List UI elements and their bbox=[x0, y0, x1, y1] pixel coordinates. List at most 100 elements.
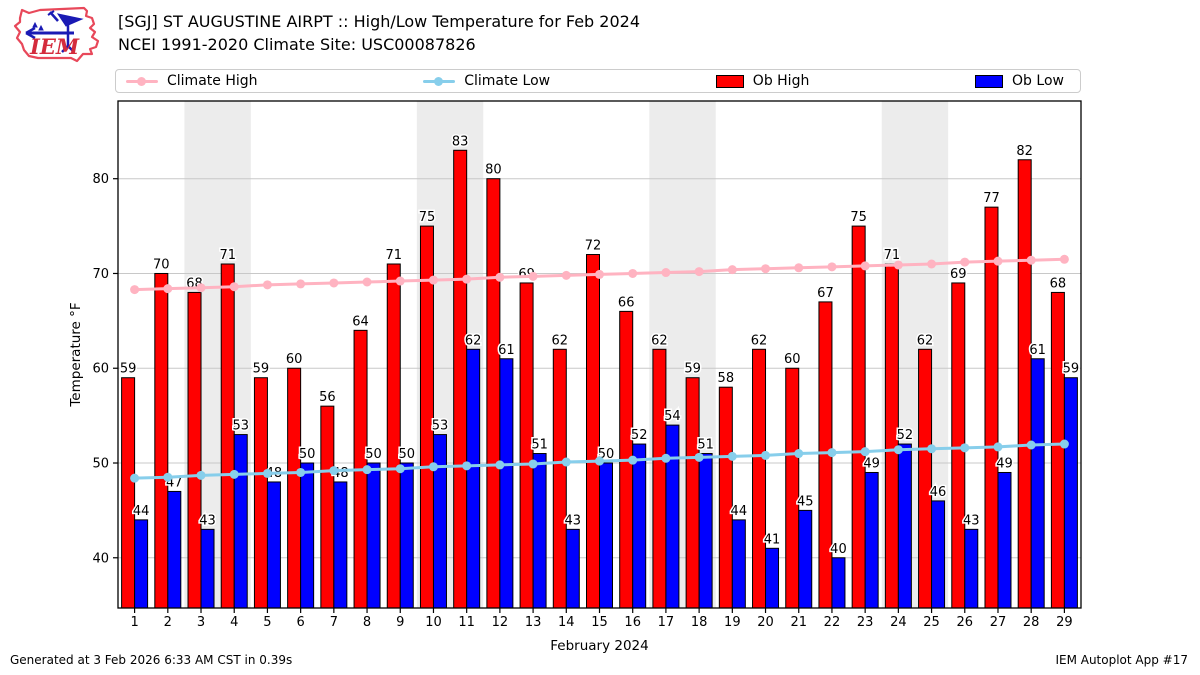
svg-text:51: 51 bbox=[697, 438, 714, 453]
climate-marker bbox=[130, 285, 140, 295]
svg-text:75: 75 bbox=[850, 210, 867, 225]
ob-low-bar bbox=[964, 528, 979, 609]
svg-text:2: 2 bbox=[164, 615, 172, 630]
climate-marker bbox=[927, 259, 937, 269]
climate-marker bbox=[362, 465, 372, 475]
svg-text:27: 27 bbox=[990, 615, 1007, 630]
svg-text:40: 40 bbox=[830, 542, 847, 557]
svg-text:12: 12 bbox=[492, 615, 509, 630]
svg-text:5: 5 bbox=[263, 615, 271, 630]
climate-marker bbox=[163, 472, 173, 482]
iem-logo-text: IEM bbox=[29, 34, 80, 59]
climate-marker bbox=[727, 265, 737, 275]
svg-text:53: 53 bbox=[432, 419, 449, 434]
svg-text:64: 64 bbox=[352, 314, 369, 329]
ob-high-bar bbox=[486, 178, 501, 609]
climate-marker bbox=[694, 267, 704, 277]
climate-marker bbox=[428, 462, 438, 472]
ob-high-bar bbox=[851, 225, 866, 609]
svg-text:3: 3 bbox=[197, 615, 205, 630]
ob-high-bar bbox=[785, 367, 800, 609]
ob-low-bar bbox=[532, 453, 547, 609]
ob-high-bar bbox=[652, 348, 667, 609]
ob-high-bar bbox=[718, 386, 733, 609]
climate-marker bbox=[1059, 439, 1069, 449]
svg-text:62: 62 bbox=[751, 333, 768, 348]
svg-text:43: 43 bbox=[963, 513, 980, 528]
svg-text:68: 68 bbox=[1050, 276, 1067, 291]
legend-label: Climate High bbox=[167, 73, 258, 89]
svg-text:49: 49 bbox=[996, 456, 1013, 471]
svg-text:26: 26 bbox=[957, 615, 974, 630]
ob-high-bar-swatch bbox=[715, 74, 744, 88]
climate-marker bbox=[395, 464, 405, 474]
svg-text:4: 4 bbox=[230, 615, 238, 630]
ob-low-bar bbox=[266, 481, 281, 609]
svg-text:61: 61 bbox=[498, 343, 515, 358]
climate-marker bbox=[229, 282, 239, 292]
ob-low-bar bbox=[333, 481, 348, 609]
svg-text:60: 60 bbox=[286, 352, 303, 367]
ob-high-bar bbox=[918, 348, 933, 609]
legend-item-ob-high: Ob High bbox=[715, 73, 809, 89]
chart-title: [SGJ] ST AUGUSTINE AIRPT :: High/Low Tem… bbox=[118, 12, 641, 31]
ob-low-bar bbox=[831, 557, 846, 609]
climate-marker bbox=[1026, 440, 1036, 450]
climate-marker bbox=[960, 257, 970, 267]
svg-text:80: 80 bbox=[485, 163, 502, 178]
ob-low-bar bbox=[233, 434, 248, 609]
climate-marker bbox=[395, 276, 405, 286]
svg-text:6: 6 bbox=[296, 615, 304, 630]
climate-marker bbox=[993, 442, 1003, 452]
chart-subtitle: NCEI 1991-2020 Climate Site: USC00087826 bbox=[118, 35, 476, 54]
legend-label: Climate Low bbox=[464, 73, 551, 89]
svg-text:11: 11 bbox=[458, 615, 475, 630]
svg-text:40: 40 bbox=[92, 551, 109, 566]
climate-high-line-swatch bbox=[126, 76, 158, 86]
climate-high-line bbox=[130, 254, 1069, 295]
legend-item-climate-high: Climate High bbox=[126, 73, 258, 89]
svg-text:41: 41 bbox=[764, 532, 781, 547]
svg-text:59: 59 bbox=[253, 362, 270, 377]
generated-at-text: Generated at 3 Feb 2026 6:33 AM CST in 0… bbox=[10, 653, 293, 667]
svg-text:59: 59 bbox=[684, 362, 701, 377]
ob-low-bar bbox=[499, 358, 514, 609]
climate-marker bbox=[727, 451, 737, 461]
app-credit-text: IEM Autoplot App #17 bbox=[1055, 653, 1188, 667]
svg-text:50: 50 bbox=[299, 447, 316, 462]
climate-marker bbox=[761, 450, 771, 460]
climate-marker bbox=[827, 262, 837, 272]
ob-high-bar bbox=[552, 348, 567, 609]
svg-text:10: 10 bbox=[425, 615, 442, 630]
svg-text:28: 28 bbox=[1023, 615, 1040, 630]
svg-text:56: 56 bbox=[319, 390, 336, 405]
ob-high-bar bbox=[187, 291, 202, 609]
svg-text:62: 62 bbox=[552, 333, 569, 348]
svg-text:7: 7 bbox=[330, 615, 338, 630]
svg-text:23: 23 bbox=[857, 615, 874, 630]
svg-text:50: 50 bbox=[365, 447, 382, 462]
svg-text:49: 49 bbox=[863, 456, 880, 471]
svg-text:43: 43 bbox=[199, 513, 216, 528]
climate-marker bbox=[561, 270, 571, 280]
svg-text:14: 14 bbox=[558, 615, 575, 630]
ob-low-bar bbox=[565, 528, 580, 609]
climate-marker bbox=[130, 473, 140, 483]
legend-item-climate-low: Climate Low bbox=[423, 73, 550, 89]
ob-low-bar bbox=[167, 490, 182, 609]
climate-marker bbox=[495, 460, 505, 470]
legend-item-ob-low: Ob Low bbox=[975, 73, 1064, 89]
climate-low-line bbox=[130, 439, 1069, 483]
svg-text:82: 82 bbox=[1016, 144, 1033, 159]
legend-label: Ob Low bbox=[1012, 73, 1064, 89]
ob-low-bar bbox=[632, 443, 647, 609]
climate-marker bbox=[827, 448, 837, 458]
svg-text:80: 80 bbox=[92, 172, 109, 187]
climate-low-line-swatch bbox=[423, 76, 456, 86]
ob-high-bar bbox=[220, 263, 235, 609]
svg-text:77: 77 bbox=[983, 191, 1000, 206]
svg-text:44: 44 bbox=[731, 504, 748, 519]
svg-text:71: 71 bbox=[884, 248, 901, 263]
svg-text:18: 18 bbox=[691, 615, 708, 630]
